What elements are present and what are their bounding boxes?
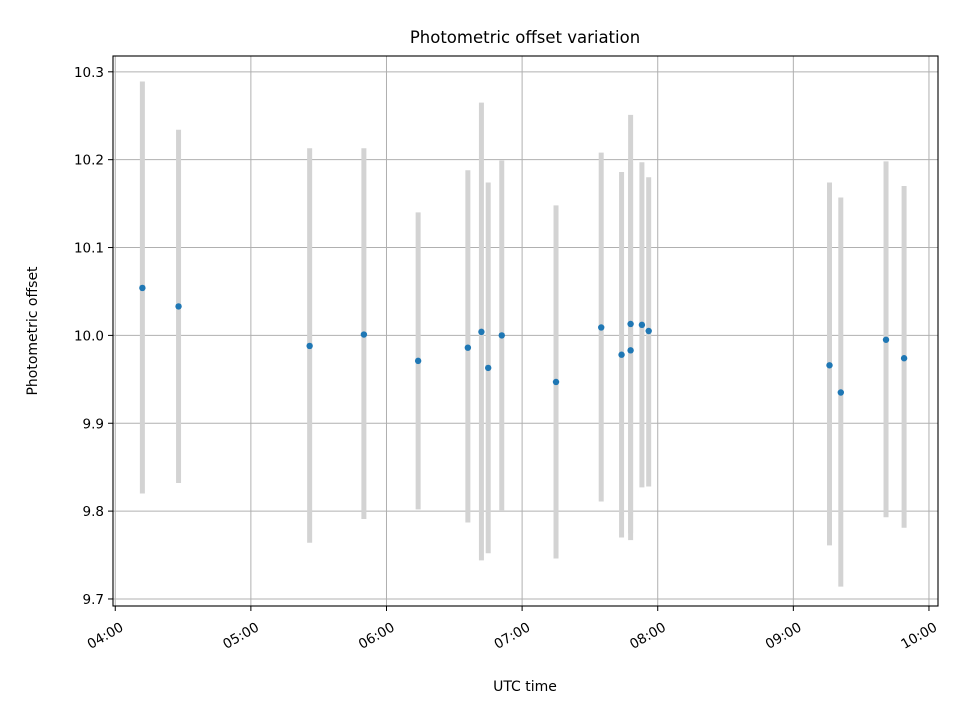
grid <box>113 56 938 606</box>
data-point <box>882 336 890 343</box>
data-point <box>175 303 182 310</box>
chart-title: Photometric offset variation <box>410 28 640 47</box>
y-tick-label: 9.9 <box>83 416 104 432</box>
y-tick-label: 10.0 <box>74 328 104 344</box>
y-tick-label: 10.3 <box>74 65 104 81</box>
data-point <box>645 327 652 335</box>
data-point <box>627 320 634 328</box>
x-axis-label: UTC time <box>493 679 557 695</box>
data-point <box>638 321 646 329</box>
y-axis-label: Photometric offset <box>25 266 41 396</box>
y-axis-ticks: 9.7 9.8 9.9 10.0 10.1 10.2 10.3 <box>74 65 113 608</box>
data-point <box>414 357 422 365</box>
data-point <box>139 284 146 292</box>
data-point <box>598 324 605 331</box>
data-point <box>464 344 472 351</box>
data-point <box>826 362 833 369</box>
data-point <box>552 378 560 386</box>
data-point <box>837 389 845 396</box>
data-point <box>485 364 492 372</box>
data-point <box>478 328 485 336</box>
data-point <box>627 347 634 354</box>
y-tick-label: 10.2 <box>74 153 104 169</box>
y-tick-label: 9.8 <box>83 504 104 520</box>
data-point <box>306 342 313 350</box>
data-point <box>900 355 908 362</box>
data-point <box>360 331 368 338</box>
y-tick-label: 10.1 <box>74 241 104 257</box>
y-tick-label: 9.7 <box>83 592 104 608</box>
data-points <box>139 284 908 396</box>
data-point <box>618 351 625 358</box>
data-point <box>498 332 505 339</box>
plot-frame <box>112 55 939 607</box>
